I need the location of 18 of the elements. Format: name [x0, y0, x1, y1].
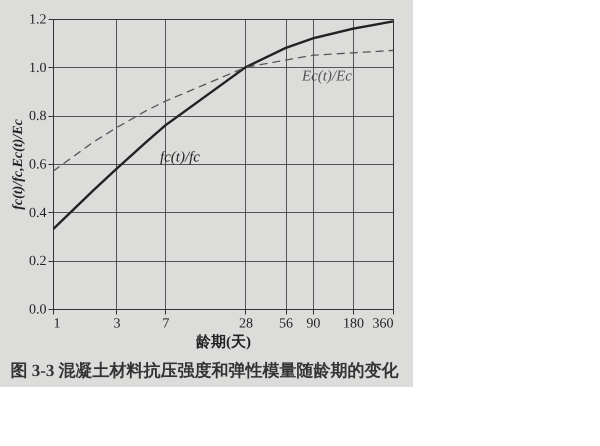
x-tick-label: 90 — [306, 316, 320, 332]
x-tick-label: 360 — [372, 316, 394, 332]
text: 图 3-3 混凝土材料抗压强度和弹性模量随龄期的变化 — [10, 361, 400, 380]
x-tick-label: 180 — [342, 316, 364, 332]
y-tick-label: 0.0 — [29, 302, 46, 318]
y-tick-label: 0.4 — [29, 206, 46, 221]
y-tick-label: 0.2 — [29, 254, 46, 270]
y-tick-label: 0.6 — [29, 158, 46, 172]
y-axis-title: fc(t)/fc,Ec(t)/Ec — [11, 118, 26, 210]
x-tick-label: 28 — [238, 316, 253, 332]
y-tick-label: 1.2 — [29, 12, 46, 28]
y-tick-label: 1.0 — [29, 60, 46, 76]
x-axis-title: 龄期(天) — [195, 334, 251, 350]
x-tick-label: 1 — [54, 316, 60, 332]
x-tick-label: 56 — [279, 316, 294, 332]
x-tick-label: 3 — [113, 316, 120, 332]
x-tick-label: 7 — [162, 316, 170, 332]
y-tick-label: 0.8 — [29, 109, 46, 124]
